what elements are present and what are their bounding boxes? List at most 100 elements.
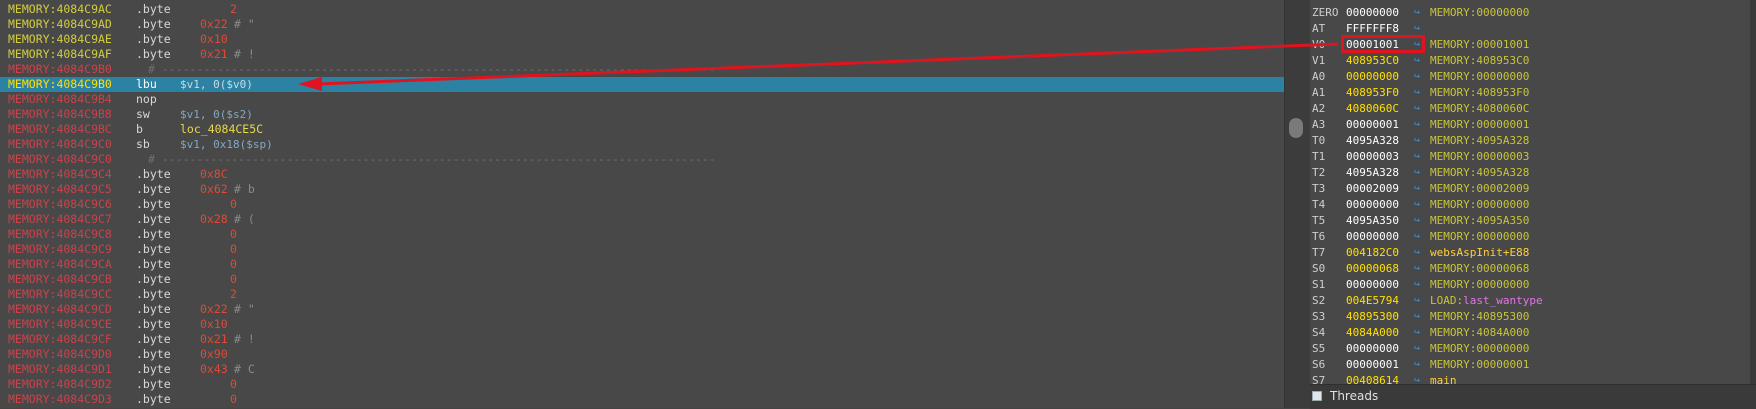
disasm-line[interactable]: MEMORY:4084C9C9 .byte 0 — [0, 242, 1284, 257]
disassembly-view[interactable]: MEMORY:4084C9AC .byte 2 MEMORY:4084C9AD .byt… — [0, 0, 1284, 408]
instruction-operand[interactable]: 2 — [230, 2, 237, 16]
jump-arrow-icon[interactable]: ↪ — [1414, 55, 1421, 66]
disasm-line[interactable]: MEMORY:4084C9AC .byte 2 — [0, 2, 1284, 17]
disasm-line[interactable]: MEMORY:4084C9CF .byte 0x21 # ! — [0, 332, 1284, 347]
registers-scrollbar[interactable] — [1750, 0, 1756, 384]
disasm-line[interactable]: MEMORY:4084C9AE .byte 0x10 — [0, 32, 1284, 47]
instruction-operand[interactable]: 0 — [230, 242, 237, 256]
jump-arrow-icon[interactable]: ↪ — [1414, 295, 1421, 306]
register-row[interactable]: V1 408953C0 ↪ MEMORY:408953C0 — [1310, 53, 1756, 69]
register-row[interactable]: ZERO 00000000 ↪ MEMORY:00000000 — [1310, 5, 1756, 21]
register-row[interactable]: S0 00000068 ↪ MEMORY:00000068 — [1310, 261, 1756, 277]
instruction-operand[interactable]: 0 — [230, 257, 237, 271]
disasm-line[interactable]: MEMORY:4084C9CA .byte 0 — [0, 257, 1284, 272]
register-row[interactable]: T1 00000003 ↪ MEMORY:00000003 — [1310, 149, 1756, 165]
register-row[interactable]: A3 00000001 ↪ MEMORY:00000001 — [1310, 117, 1756, 133]
jump-arrow-icon[interactable]: ↪ — [1414, 279, 1421, 290]
disasm-line[interactable]: MEMORY:4084C9C0 sb $v1, 0x18($sp) — [0, 137, 1284, 152]
register-value[interactable]: 00000000 — [1346, 230, 1399, 243]
register-value[interactable]: 00000000 — [1346, 6, 1399, 19]
jump-arrow-icon[interactable]: ↪ — [1414, 215, 1421, 226]
disasm-line[interactable]: MEMORY:4084C9D2 .byte 0 — [0, 377, 1284, 392]
disasm-scroll-thumb[interactable] — [1289, 118, 1303, 138]
instruction-operand[interactable]: loc_4084CE5C — [180, 122, 264, 136]
instruction-operand[interactable]: 0x28 — [200, 212, 228, 226]
register-reference[interactable]: MEMORY:00001001 — [1430, 37, 1529, 53]
register-reference[interactable]: MEMORY:00000000 — [1430, 341, 1529, 357]
disasm-line[interactable]: MEMORY:4084C9AD .byte 0x22 # " — [0, 17, 1284, 32]
register-reference[interactable]: MEMORY:00000000 — [1430, 69, 1529, 85]
instruction-operand[interactable]: 0 — [230, 377, 237, 391]
jump-arrow-icon[interactable]: ↪ — [1414, 119, 1421, 130]
instruction-operand[interactable]: 0x62 — [200, 182, 228, 196]
register-value[interactable]: 00408614 — [1346, 374, 1399, 384]
register-row[interactable]: T6 00000000 ↪ MEMORY:00000000 — [1310, 229, 1756, 245]
disasm-line[interactable]: MEMORY:4084C9C8 .byte 0 — [0, 227, 1284, 242]
register-value[interactable]: 4080060C — [1346, 102, 1399, 115]
instruction-operand[interactable]: 0x22 — [200, 302, 228, 316]
register-reference[interactable]: MEMORY:00002009 — [1430, 181, 1529, 197]
jump-arrow-icon[interactable]: ↪ — [1414, 231, 1421, 242]
instruction-operand[interactable]: 0x10 — [200, 317, 228, 331]
register-value[interactable]: 4095A328 — [1346, 166, 1399, 179]
register-reference[interactable]: MEMORY:4084A000 — [1430, 325, 1529, 341]
instruction-operand[interactable]: 0 — [230, 392, 237, 406]
register-row[interactable]: T0 4095A328 ↪ MEMORY:4095A328 — [1310, 133, 1756, 149]
register-value[interactable]: 00002009 — [1346, 182, 1399, 195]
register-row[interactable]: T2 4095A328 ↪ MEMORY:4095A328 — [1310, 165, 1756, 181]
jump-arrow-icon[interactable]: ↪ — [1414, 103, 1421, 114]
instruction-operand[interactable]: $v1, 0($s2) — [180, 108, 253, 121]
register-reference[interactable]: MEMORY:00000068 — [1430, 261, 1529, 277]
disasm-line[interactable]: MEMORY:4084C9CC .byte 2 — [0, 287, 1284, 302]
register-value[interactable]: 4095A350 — [1346, 214, 1399, 227]
register-reference[interactable]: MEMORY:4095A328 — [1430, 165, 1529, 181]
jump-arrow-icon[interactable]: ↪ — [1414, 135, 1421, 146]
register-row[interactable]: S5 00000000 ↪ MEMORY:00000000 — [1310, 341, 1756, 357]
register-reference[interactable]: MEMORY:4095A328 — [1430, 133, 1529, 149]
disasm-line[interactable]: MEMORY:4084C9D1 .byte 0x43 # C — [0, 362, 1284, 377]
instruction-operand[interactable]: $v1, 0($v0) — [180, 78, 253, 91]
register-reference[interactable]: MEMORY:00000000 — [1430, 5, 1529, 21]
disasm-line[interactable]: MEMORY:4084C9B4 nop — [0, 92, 1284, 107]
jump-arrow-icon[interactable]: ↪ — [1414, 183, 1421, 194]
jump-arrow-icon[interactable]: ↪ — [1414, 71, 1421, 82]
register-row[interactable]: S1 00000000 ↪ MEMORY:00000000 — [1310, 277, 1756, 293]
instruction-operand[interactable]: 0 — [230, 197, 237, 211]
register-value[interactable]: 00001001 — [1346, 38, 1399, 51]
jump-arrow-icon[interactable]: ↪ — [1414, 311, 1421, 322]
disasm-line[interactable]: MEMORY:4084C9BC b loc_4084CE5C — [0, 122, 1284, 137]
register-value[interactable]: 408953C0 — [1346, 54, 1399, 67]
register-row[interactable]: S2 004E5794 ↪ LOAD:last_wantype — [1310, 293, 1756, 309]
instruction-operand[interactable]: 0x21 — [200, 47, 228, 61]
register-reference[interactable]: MEMORY:40895300 — [1430, 309, 1529, 325]
register-reference[interactable]: MEMORY:4095A350 — [1430, 213, 1529, 229]
instruction-operand[interactable]: 0x43 — [200, 362, 228, 376]
register-reference[interactable]: websAspInit+E88 — [1430, 245, 1529, 261]
register-value[interactable]: 4084A000 — [1346, 326, 1399, 339]
register-value[interactable]: 00000001 — [1346, 118, 1399, 131]
register-value[interactable]: 004182C0 — [1346, 246, 1399, 259]
disasm-line[interactable]: MEMORY:4084C9C0 # -----------------------… — [0, 152, 1284, 167]
disasm-line[interactable]: MEMORY:4084C9C5 .byte 0x62 # b — [0, 182, 1284, 197]
current-instruction-line[interactable]: MEMORY:4084C9B0 lbu $v1, 0($v0) — [0, 77, 1284, 92]
register-row[interactable]: T5 4095A350 ↪ MEMORY:4095A350 — [1310, 213, 1756, 229]
jump-arrow-icon[interactable]: ↪ — [1414, 343, 1421, 354]
register-row[interactable]: T7 004182C0 ↪ websAspInit+E88 — [1310, 245, 1756, 261]
jump-arrow-icon[interactable]: ↪ — [1414, 327, 1421, 338]
register-value[interactable]: 408953F0 — [1346, 86, 1399, 99]
register-reference[interactable]: LOAD:last_wantype — [1430, 293, 1543, 309]
instruction-operand[interactable]: $v1, 0x18($sp) — [180, 138, 273, 151]
disasm-line[interactable]: MEMORY:4084C9D0 .byte 0x90 — [0, 347, 1284, 362]
jump-arrow-icon[interactable]: ↪ — [1414, 167, 1421, 178]
register-row[interactable]: S3 40895300 ↪ MEMORY:40895300 — [1310, 309, 1756, 325]
jump-arrow-icon[interactable]: ↪ — [1414, 7, 1421, 18]
register-row[interactable]: AT FFFFFFF8 ↪ — [1310, 21, 1756, 37]
jump-arrow-icon[interactable]: ↪ — [1414, 23, 1421, 34]
jump-arrow-icon[interactable]: ↪ — [1414, 87, 1421, 98]
register-reference[interactable]: MEMORY:408953C0 — [1430, 53, 1529, 69]
disasm-line[interactable]: MEMORY:4084C9B0 # -----------------------… — [0, 62, 1284, 77]
instruction-operand[interactable]: 2 — [230, 287, 237, 301]
general-registers-panel[interactable]: ZERO 00000000 ↪ MEMORY:00000000 AT FFFFFFF8 ↪ V… — [1310, 0, 1756, 384]
register-value[interactable]: 00000000 — [1346, 70, 1399, 83]
register-reference[interactable]: MEMORY:00000000 — [1430, 229, 1529, 245]
